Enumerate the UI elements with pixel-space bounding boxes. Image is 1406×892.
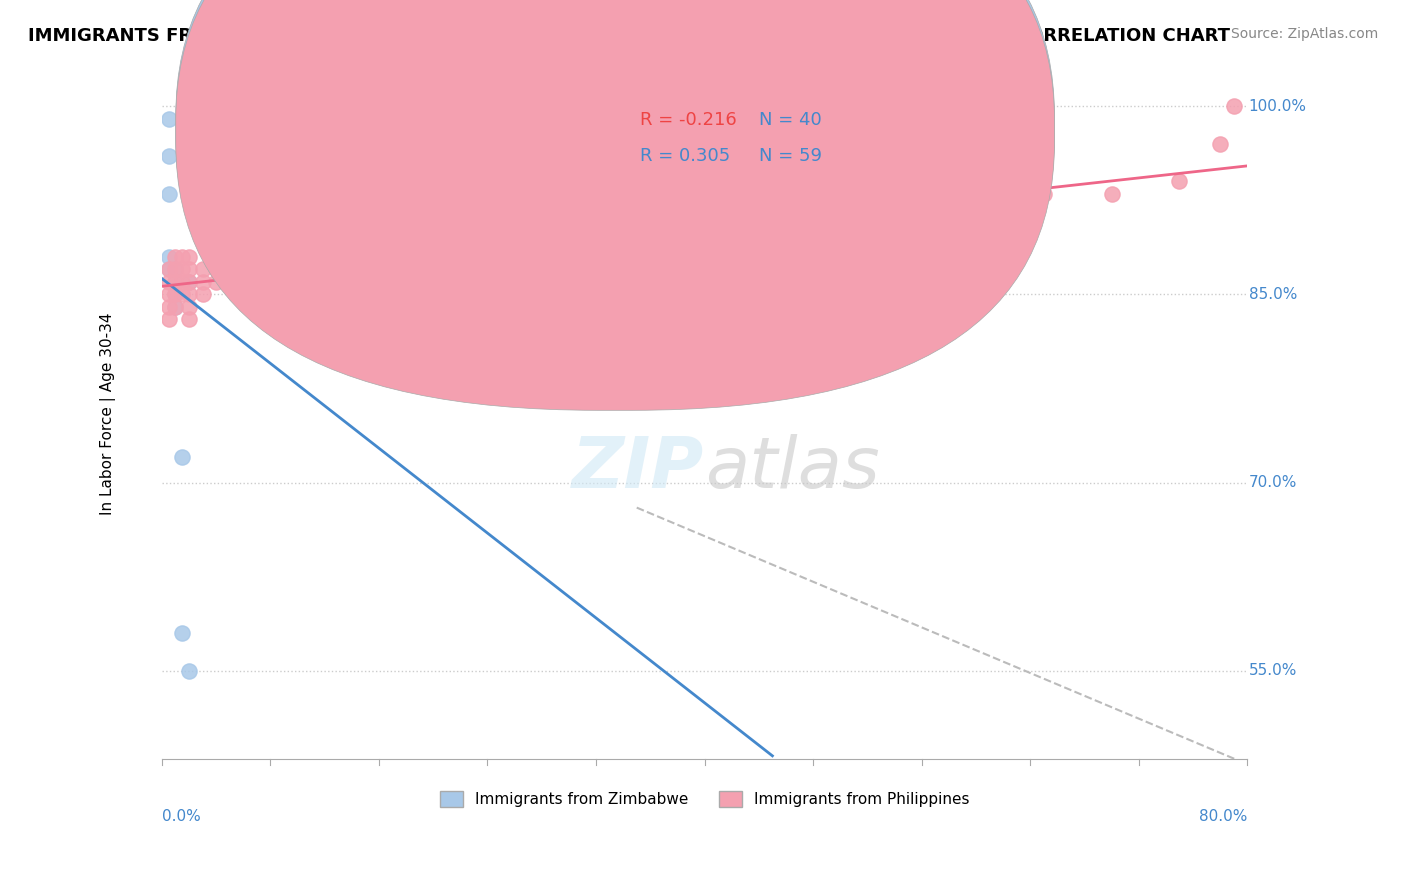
Text: Source: ZipAtlas.com: Source: ZipAtlas.com xyxy=(1230,27,1378,41)
Point xyxy=(640,250,662,264)
Point xyxy=(232,237,254,252)
Text: N = 40: N = 40 xyxy=(759,112,823,129)
Text: N = 59: N = 59 xyxy=(759,147,823,165)
Point xyxy=(965,212,987,227)
Point xyxy=(1209,136,1232,151)
Point xyxy=(165,275,187,289)
Point xyxy=(165,262,187,277)
Text: 80.0%: 80.0% xyxy=(1199,809,1247,823)
Point xyxy=(177,287,200,301)
Point xyxy=(191,262,214,277)
Point xyxy=(897,200,920,214)
Point xyxy=(530,250,553,264)
Point xyxy=(177,312,200,326)
Text: R = 0.305: R = 0.305 xyxy=(640,147,730,165)
Point xyxy=(218,250,240,264)
Point xyxy=(165,287,187,301)
Point xyxy=(177,250,200,264)
Point xyxy=(205,262,228,277)
Point xyxy=(157,262,180,277)
Point xyxy=(259,262,281,277)
Point xyxy=(172,626,194,640)
Text: 70.0%: 70.0% xyxy=(1249,475,1296,490)
Point xyxy=(693,776,716,790)
Point xyxy=(191,287,214,301)
Text: 100.0%: 100.0% xyxy=(1249,99,1306,113)
Point xyxy=(172,262,194,277)
Point xyxy=(354,262,377,277)
Point xyxy=(165,287,187,301)
Point xyxy=(585,262,607,277)
Point xyxy=(830,237,852,252)
Point xyxy=(395,237,418,252)
Point xyxy=(314,250,336,264)
Point xyxy=(177,275,200,289)
Point xyxy=(287,262,309,277)
Point xyxy=(1222,99,1244,113)
Point xyxy=(157,186,180,201)
Point xyxy=(1168,174,1191,188)
Point xyxy=(259,275,281,289)
Point xyxy=(449,250,471,264)
Text: 55.0%: 55.0% xyxy=(1249,664,1296,678)
Point xyxy=(368,275,391,289)
Point xyxy=(177,262,200,277)
Point xyxy=(172,450,194,465)
Text: atlas: atlas xyxy=(704,434,879,503)
Point xyxy=(273,250,295,264)
Point xyxy=(489,225,512,239)
Point xyxy=(748,212,770,227)
Point xyxy=(177,300,200,314)
Point xyxy=(157,262,180,277)
Text: IMMIGRANTS FROM ZIMBABWE VS IMMIGRANTS FROM PHILIPPINES IN LABOR FORCE | AGE 30-: IMMIGRANTS FROM ZIMBABWE VS IMMIGRANTS F… xyxy=(28,27,1230,45)
Text: R = -0.216: R = -0.216 xyxy=(640,112,737,129)
Point xyxy=(273,275,295,289)
Legend: Immigrants from Zimbabwe, Immigrants from Philippines: Immigrants from Zimbabwe, Immigrants fro… xyxy=(433,785,976,813)
Point xyxy=(157,149,180,163)
Point xyxy=(693,225,716,239)
Point xyxy=(165,250,187,264)
Text: 0.0%: 0.0% xyxy=(162,809,201,823)
Point xyxy=(157,312,180,326)
Point xyxy=(354,275,377,289)
Point xyxy=(165,300,187,314)
Point xyxy=(172,250,194,264)
Point xyxy=(205,275,228,289)
Text: 85.0%: 85.0% xyxy=(1249,287,1296,301)
Point xyxy=(177,664,200,678)
Point xyxy=(422,275,444,289)
Point xyxy=(165,262,187,277)
Point xyxy=(720,776,742,790)
Point xyxy=(172,287,194,301)
Point xyxy=(157,300,180,314)
Point xyxy=(165,275,187,289)
Point xyxy=(172,275,194,289)
Point xyxy=(157,275,180,289)
Point xyxy=(1032,186,1054,201)
Point xyxy=(157,112,180,126)
Point xyxy=(246,275,269,289)
Point xyxy=(177,275,200,289)
Text: ZIP: ZIP xyxy=(572,434,704,503)
Point xyxy=(165,300,187,314)
Text: In Labor Force | Age 30-34: In Labor Force | Age 30-34 xyxy=(100,312,115,515)
Point xyxy=(191,275,214,289)
Point xyxy=(1101,186,1123,201)
Point xyxy=(157,287,180,301)
Point xyxy=(157,250,180,264)
